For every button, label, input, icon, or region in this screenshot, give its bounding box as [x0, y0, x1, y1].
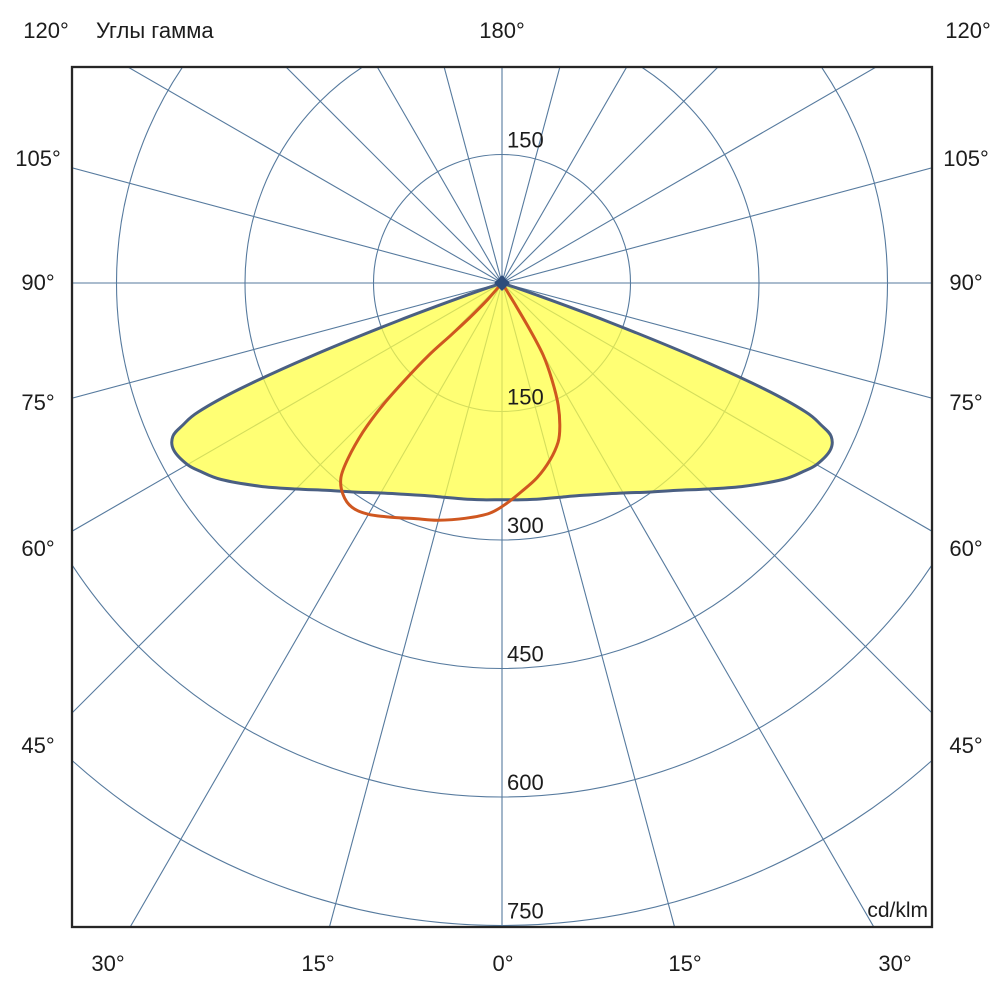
gamma-angle-label: 15° — [301, 951, 334, 976]
polar-grid-ray — [377, 68, 503, 284]
polar-grid-ray — [501, 68, 876, 284]
curve-c90-c270 — [339, 281, 562, 522]
intensity-tick-label: 300 — [507, 513, 544, 538]
gamma-angle-label: 45° — [21, 733, 54, 758]
polar-grid-circle — [73, 564, 931, 798]
polar-grid-ray — [501, 68, 561, 284]
polar-grid-ray — [501, 68, 627, 284]
gamma-angle-label: 60° — [949, 536, 982, 561]
polar-grid-ray — [73, 167, 503, 284]
gamma-angle-label: 15° — [668, 951, 701, 976]
intensity-tick-label: 750 — [507, 899, 544, 924]
gamma-angle-label: 75° — [949, 390, 982, 415]
gamma-angle-label: 30° — [91, 951, 124, 976]
gamma-angle-label: 105° — [943, 146, 989, 171]
intensity-tick-label: 450 — [507, 642, 544, 667]
polar-grid-ray — [286, 68, 503, 284]
plot-frame — [70, 65, 934, 929]
intensity-tick-label: 150 — [507, 127, 544, 152]
gamma-angle-label: 0° — [492, 951, 513, 976]
unit-label: cd/klm — [867, 899, 928, 922]
intensity-tick-label: 150 — [507, 385, 544, 410]
curve-c0-c180 — [170, 281, 834, 502]
labels-layer: 150 150 300 450 600 750 120° 180° 120° 30° 15° 0° 15… — [15, 18, 991, 976]
gamma-angle-label: 60° — [21, 536, 54, 561]
gamma-angle-label: 30° — [878, 951, 911, 976]
gamma-angle-label: 90° — [949, 270, 982, 295]
polar-grid-ray — [443, 68, 503, 284]
pole-marker — [494, 275, 510, 291]
curves-layer — [170, 275, 834, 522]
polar-grid-circle — [244, 68, 760, 541]
polar-grid-circle — [73, 760, 931, 926]
polar-grid-ray — [73, 282, 503, 399]
gamma-angle-label: 120° — [945, 18, 991, 43]
intensity-tick-label: 600 — [507, 770, 544, 795]
gamma-angle-label: 45° — [949, 733, 982, 758]
gamma-angle-label: 180° — [479, 18, 525, 43]
polar-grid — [73, 68, 931, 926]
gamma-angle-label: 90° — [21, 270, 54, 295]
polar-grid-ray — [501, 68, 718, 284]
polar-grid-ray — [501, 167, 931, 284]
gamma-angle-label: 120° — [23, 18, 69, 43]
gamma-angle-label: 75° — [21, 390, 54, 415]
gamma-angle-label: 105° — [15, 146, 61, 171]
polar-grid-ray — [128, 68, 503, 284]
polar-grid-circle — [116, 68, 888, 669]
chart-title: Углы гамма — [96, 18, 214, 43]
polar-grid-ray — [501, 282, 931, 399]
